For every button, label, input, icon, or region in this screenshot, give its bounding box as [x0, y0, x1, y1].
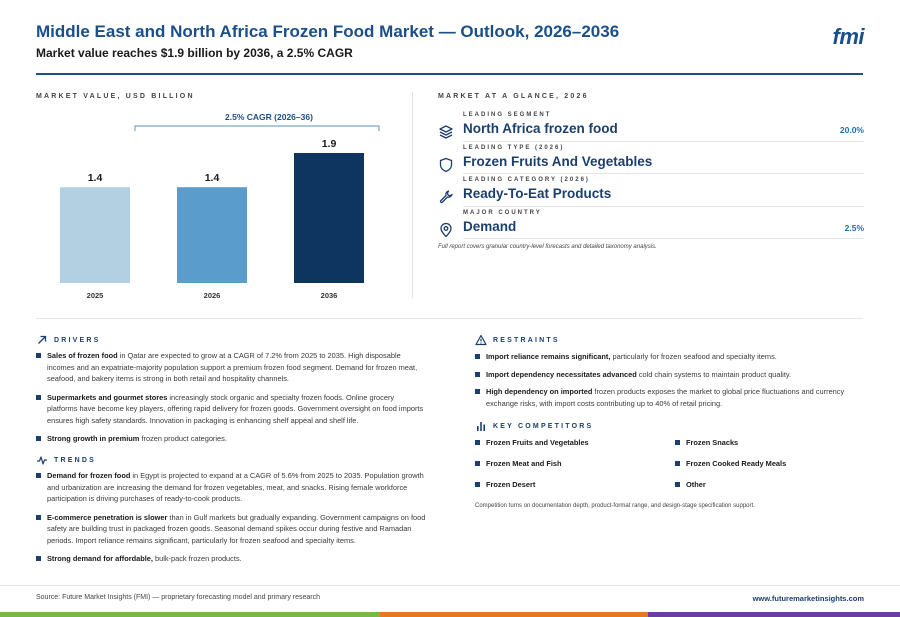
x-tick-label: 2036	[321, 291, 338, 300]
glance-metric: 2.5%	[844, 223, 864, 233]
footer-stripe-purple	[648, 612, 900, 617]
activity-icon	[37, 456, 47, 465]
competitors-heading-text: KEY COMPETITORS	[493, 422, 594, 430]
section-divider-horizontal	[36, 318, 863, 319]
competitors-heading: KEY COMPETITORS	[475, 420, 593, 432]
page-title: Middle East and North Africa Frozen Food…	[36, 22, 620, 41]
glance-label: LEADING CATEGORY (2026)	[463, 177, 590, 183]
source-note: Source: Future Market Insights (FMI) — p…	[36, 594, 320, 601]
header-divider	[36, 73, 863, 75]
glance-divider	[463, 206, 864, 207]
glance-divider	[463, 238, 864, 239]
chart-section-label: MARKET VALUE, USD BILLION	[36, 93, 195, 100]
bar-2036	[294, 153, 364, 283]
glance-note: Full report covers granular country-leve…	[438, 244, 657, 250]
footer-stripe-orange	[380, 612, 648, 617]
glance-value: Frozen Fruits And Vegetables	[463, 154, 653, 169]
drivers-heading: DRIVERS	[36, 334, 101, 346]
list-item: Sales of frozen food in Qatar are expect…	[36, 350, 424, 385]
map-pin-icon	[440, 222, 452, 238]
drivers-heading-text: DRIVERS	[54, 336, 101, 344]
list-item: Supermarkets and gourmet stores increasi…	[36, 392, 424, 427]
footer-divider	[0, 585, 900, 586]
list-item: E-commerce penetration is slower than in…	[36, 512, 428, 547]
x-tick-label: 2026	[204, 291, 221, 300]
glance-label: LEADING SEGMENT	[463, 112, 552, 118]
list-item: Demand for frozen food in Egypt is proje…	[36, 470, 428, 505]
list-item: Strong growth in premium frozen product …	[36, 433, 424, 445]
competitor-item: Frozen Cooked Ready Meals	[675, 459, 786, 468]
trends-list: Demand for frozen food in Egypt is proje…	[36, 470, 428, 565]
glance-label: MAJOR COUNTRY	[463, 210, 542, 216]
glance-value: Demand	[463, 219, 517, 234]
fmi-logo: fmi	[832, 24, 865, 49]
cagr-bracket	[134, 125, 380, 131]
trends-heading: TRENDS	[36, 454, 96, 466]
competitor-item: Frozen Fruits and Vegetables	[475, 438, 589, 447]
bar-chart-icon	[477, 422, 485, 431]
competitor-item: Other	[675, 480, 706, 489]
glance-section-label: MARKET AT A GLANCE, 2026	[438, 93, 589, 100]
x-tick-label: 2025	[87, 291, 104, 300]
market-value-bar-chart: 2.5% CAGR (2026–36) 1.4 2025 1.4 2026 1.9 2036	[60, 112, 380, 300]
section-divider-vertical	[412, 92, 413, 298]
bar-2026	[177, 187, 247, 283]
competitor-item: Frozen Snacks	[675, 438, 738, 447]
restraints-heading-text: RESTRAINTS	[493, 336, 560, 344]
list-item: Import dependency necessitates advanced …	[475, 369, 865, 381]
glance-divider	[463, 141, 864, 142]
competitors-note: Competition turns on documentation depth…	[475, 503, 755, 509]
trends-heading-text: TRENDS	[54, 456, 96, 464]
list-item: Strong demand for affordable, bulk-pack …	[36, 553, 428, 565]
drivers-list: Sales of frozen food in Qatar are expect…	[36, 350, 424, 445]
bar-value-label: 1.4	[205, 172, 220, 184]
competitor-item: Frozen Meat and Fish	[475, 459, 562, 468]
website-link[interactable]: www.futuremarketinsights.com	[752, 594, 864, 603]
bar-value-label: 1.4	[88, 172, 103, 184]
glance-value: North Africa frozen food	[463, 121, 618, 136]
glance-divider	[463, 173, 864, 174]
glance-metric: 20.0%	[839, 125, 864, 135]
restraints-heading: RESTRAINTS	[475, 334, 560, 346]
footer-stripe-green	[0, 612, 380, 617]
page-subtitle: Market value reaches $1.9 billion by 203…	[36, 46, 353, 60]
cagr-annotation: 2.5% CAGR (2026–36)	[225, 112, 313, 122]
glance-value: Ready-To-Eat Products	[463, 186, 612, 201]
arrow-up-right-icon	[38, 335, 47, 344]
bar-2025	[60, 187, 130, 283]
competitor-item: Frozen Desert	[475, 480, 535, 489]
restraints-list: Import reliance remains significant, par…	[475, 351, 865, 409]
shield-icon	[439, 157, 453, 173]
wrench-icon	[439, 190, 453, 204]
glance-label: LEADING TYPE (2026)	[463, 145, 565, 151]
layers-icon	[439, 125, 453, 139]
list-item: High dependency on imported frozen produ…	[475, 386, 865, 409]
list-item: Import reliance remains significant, par…	[475, 351, 865, 363]
bar-value-label: 1.9	[322, 138, 337, 150]
warning-icon	[475, 334, 487, 346]
